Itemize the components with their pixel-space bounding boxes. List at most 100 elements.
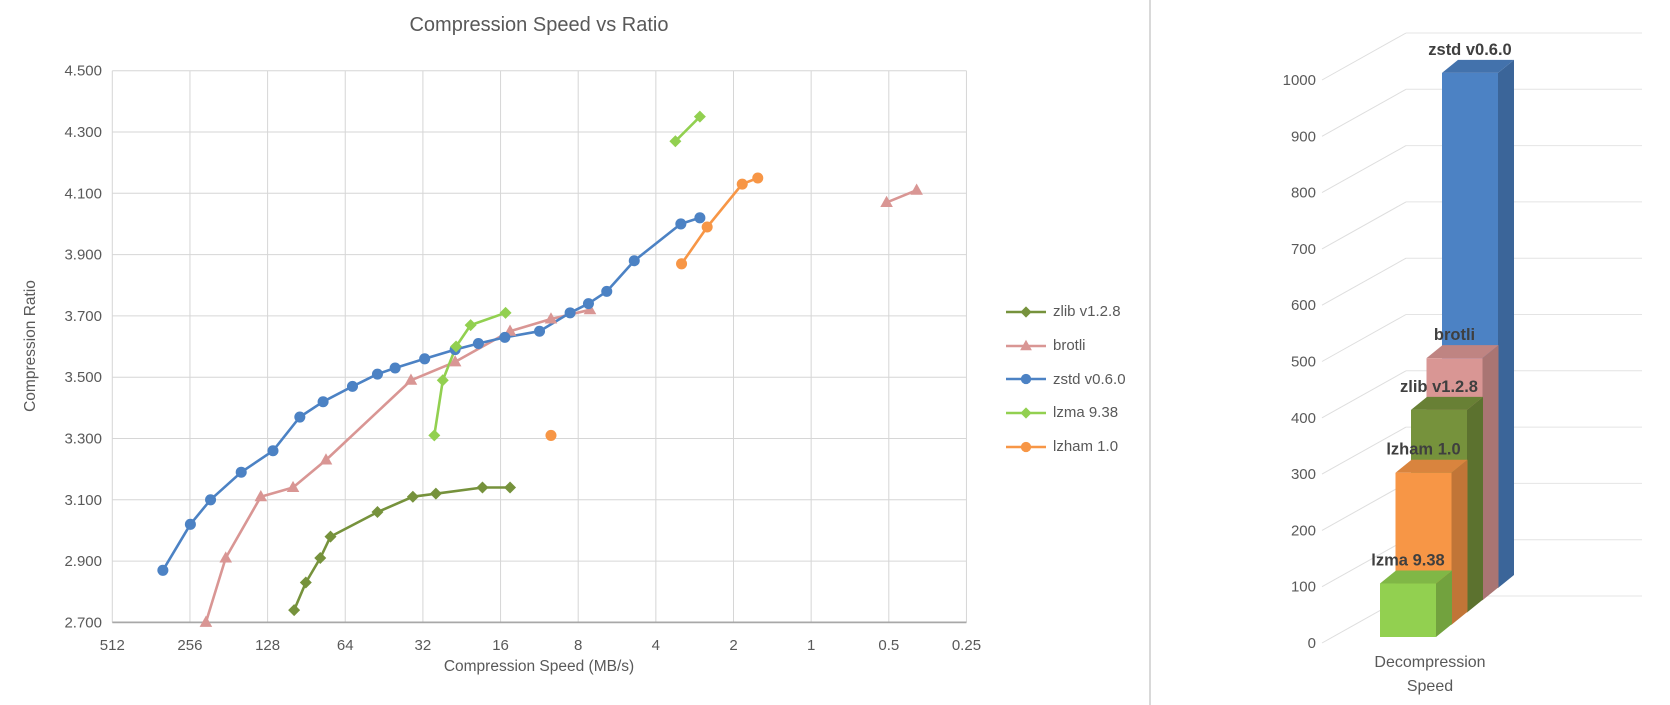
zstd-v0.6.0-point	[184, 518, 196, 530]
brotli-point	[404, 373, 418, 385]
lzham-1.0-point	[676, 258, 688, 270]
bar-y-tick-label: 500	[1291, 354, 1316, 371]
lzham-1.0-point	[701, 221, 713, 233]
legend-label: lzham 1.0	[1053, 438, 1119, 456]
bar-y-tick-label: 1000	[1283, 72, 1316, 89]
legend-marker-lzham-1.0	[1006, 441, 1046, 452]
bar-y-tick-label: 800	[1291, 185, 1316, 202]
brotli-point	[319, 453, 333, 465]
bar-y-tick-label: 200	[1291, 522, 1316, 539]
zstd-v0.6.0-point	[601, 285, 613, 297]
lzma-9.38-line	[432, 311, 507, 437]
x-tick-label: 1	[807, 637, 815, 654]
brotli-point	[199, 615, 213, 627]
zstd-v0.6.0-point	[205, 494, 217, 506]
scatter-series-lines	[161, 115, 918, 624]
legend-diamond-icon	[1020, 407, 1032, 419]
bar-side-face	[1498, 59, 1514, 589]
bar-y-tick-label: 700	[1291, 241, 1316, 258]
bar-y-tick-label: 600	[1291, 297, 1316, 314]
zlib-v1.2.8-point	[324, 530, 337, 543]
legend: zlib v1.2.8 brotli zstd v0.6.0 lzma 9.38 lzh…	[1004, 295, 1126, 463]
bar-depth-gridline	[1321, 426, 1407, 475]
zlib-v1.2.8-point	[299, 576, 312, 589]
zstd-v0.6.0-point	[267, 445, 279, 457]
zstd-v0.6.0-point	[675, 218, 687, 230]
legend-item-brotli: brotli	[1004, 329, 1126, 363]
bar-depth-gridline	[1321, 145, 1407, 194]
bar-depth-gridline	[1321, 201, 1407, 250]
scatter-gridlines: 512 256 128 64 32 16 8 4 2 1 0.5 0.25 4.500 4.300 4.10…	[64, 63, 981, 654]
y-tick-label: 4.500	[64, 63, 102, 80]
lzham-1.0-point	[736, 178, 748, 190]
lzma-9.38-point	[693, 110, 706, 123]
lzham-1.0-point	[752, 172, 764, 184]
legend-item-lzma-9.38: lzma 9.38	[1004, 396, 1126, 430]
legend-label: zlib v1.2.8	[1053, 303, 1121, 321]
x-tick-label: 0.25	[952, 637, 981, 654]
zlib-v1.2.8-point	[406, 490, 419, 503]
bar-top-face	[1442, 59, 1514, 73]
zstd-v0.6.0-point	[371, 368, 383, 380]
brotli-point	[448, 355, 462, 367]
scatter-y-axis-title: Compression Ratio	[22, 280, 39, 412]
bar-side-face	[1467, 396, 1483, 613]
bar-depth-gridline	[1321, 482, 1407, 531]
legend-label: zstd v0.6.0	[1053, 370, 1126, 388]
scatter-x-axis-title: Compression Speed (MB/s)	[443, 658, 635, 675]
brotli-point	[544, 312, 558, 324]
bar-top-face	[1380, 570, 1452, 584]
bar-y-tick-label: 400	[1291, 410, 1316, 427]
bar-label-zstd-v0.6.0: zstd v0.6.0	[1428, 41, 1511, 59]
legend-marker-lzma-9.38	[1006, 407, 1046, 419]
x-tick-label: 0.5	[878, 637, 899, 654]
bar-side-face	[1451, 459, 1468, 625]
brotli-point	[219, 551, 233, 563]
legend-label: lzma 9.38	[1053, 404, 1119, 422]
zstd-v0.6.0-point	[235, 466, 247, 478]
lzma-9.38-point	[464, 319, 477, 332]
chart-divider	[1149, 0, 1151, 705]
bar-depth-gridline	[1321, 314, 1407, 362]
bar-chart: 0 100 200 300 400 500 600 700 800 900 1000 lzma 9.3…	[1283, 32, 1642, 652]
legend-circle-icon	[1020, 441, 1032, 452]
scatter-series-markers	[157, 110, 923, 627]
bar-label-zlib-v1.2.8: zlib v1.2.8	[1400, 378, 1478, 396]
x-tick-label: 256	[177, 637, 202, 654]
brotli-point	[286, 480, 300, 493]
bar-label-lzham-1.0: lzham 1.0	[1386, 441, 1460, 459]
zstd-v0.6.0-point	[419, 353, 431, 365]
bar-top-face	[1395, 459, 1468, 473]
lzma-9.38-point	[669, 135, 682, 148]
legend-marker-zlib-v1.2.8	[1006, 306, 1046, 318]
bar-depth-gridline	[1321, 257, 1407, 306]
lzma-9.38-point	[436, 374, 449, 387]
lzham-1.0-point	[545, 429, 557, 441]
y-tick-label: 3.700	[64, 308, 102, 325]
bar-y-tick-label: 300	[1291, 466, 1316, 483]
legend-item-zlib-v1.2.8: zlib v1.2.8	[1004, 295, 1126, 329]
bar-depth-gridline	[1321, 539, 1407, 588]
zlib-v1.2.8-point	[429, 487, 442, 500]
y-tick-label: 3.500	[64, 369, 102, 386]
lzham-1.0-line	[680, 176, 760, 266]
brotli-point	[254, 490, 268, 502]
x-tick-label: 32	[415, 637, 432, 654]
zlib-v1.2.8-point	[476, 481, 489, 494]
brotli-line	[885, 188, 918, 204]
x-tick-label: 512	[100, 637, 125, 654]
bar-top-face	[1411, 396, 1483, 410]
zlib-v1.2.8-point	[371, 506, 384, 519]
y-tick-label: 3.300	[64, 431, 102, 448]
x-tick-label: 2	[729, 637, 737, 654]
bar-y-tick-label: 100	[1291, 579, 1316, 596]
lzma-9.38-line	[674, 115, 702, 143]
zstd-v0.6.0-point	[346, 380, 358, 392]
scatter-chart-title: Compression Speed vs Ratio	[409, 14, 669, 36]
zstd-v0.6.0-point	[294, 411, 306, 423]
zstd-v0.6.0-line	[161, 216, 702, 572]
brotli-line	[204, 308, 592, 624]
x-tick-label: 128	[255, 637, 280, 654]
